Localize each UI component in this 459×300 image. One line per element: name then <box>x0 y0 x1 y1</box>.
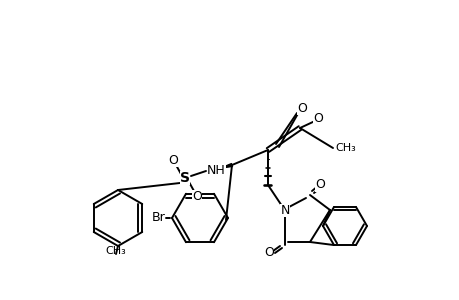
Text: CH₃: CH₃ <box>334 143 355 153</box>
Text: O: O <box>263 247 274 260</box>
Text: O: O <box>168 154 178 166</box>
Text: NH: NH <box>207 164 225 176</box>
Text: CH₃: CH₃ <box>106 246 126 256</box>
Text: Br: Br <box>152 212 166 224</box>
Text: O: O <box>314 178 324 191</box>
Text: S: S <box>179 171 190 185</box>
Text: O: O <box>313 112 322 124</box>
Text: O: O <box>192 190 202 202</box>
Text: O: O <box>297 101 306 115</box>
Text: N: N <box>280 203 289 217</box>
